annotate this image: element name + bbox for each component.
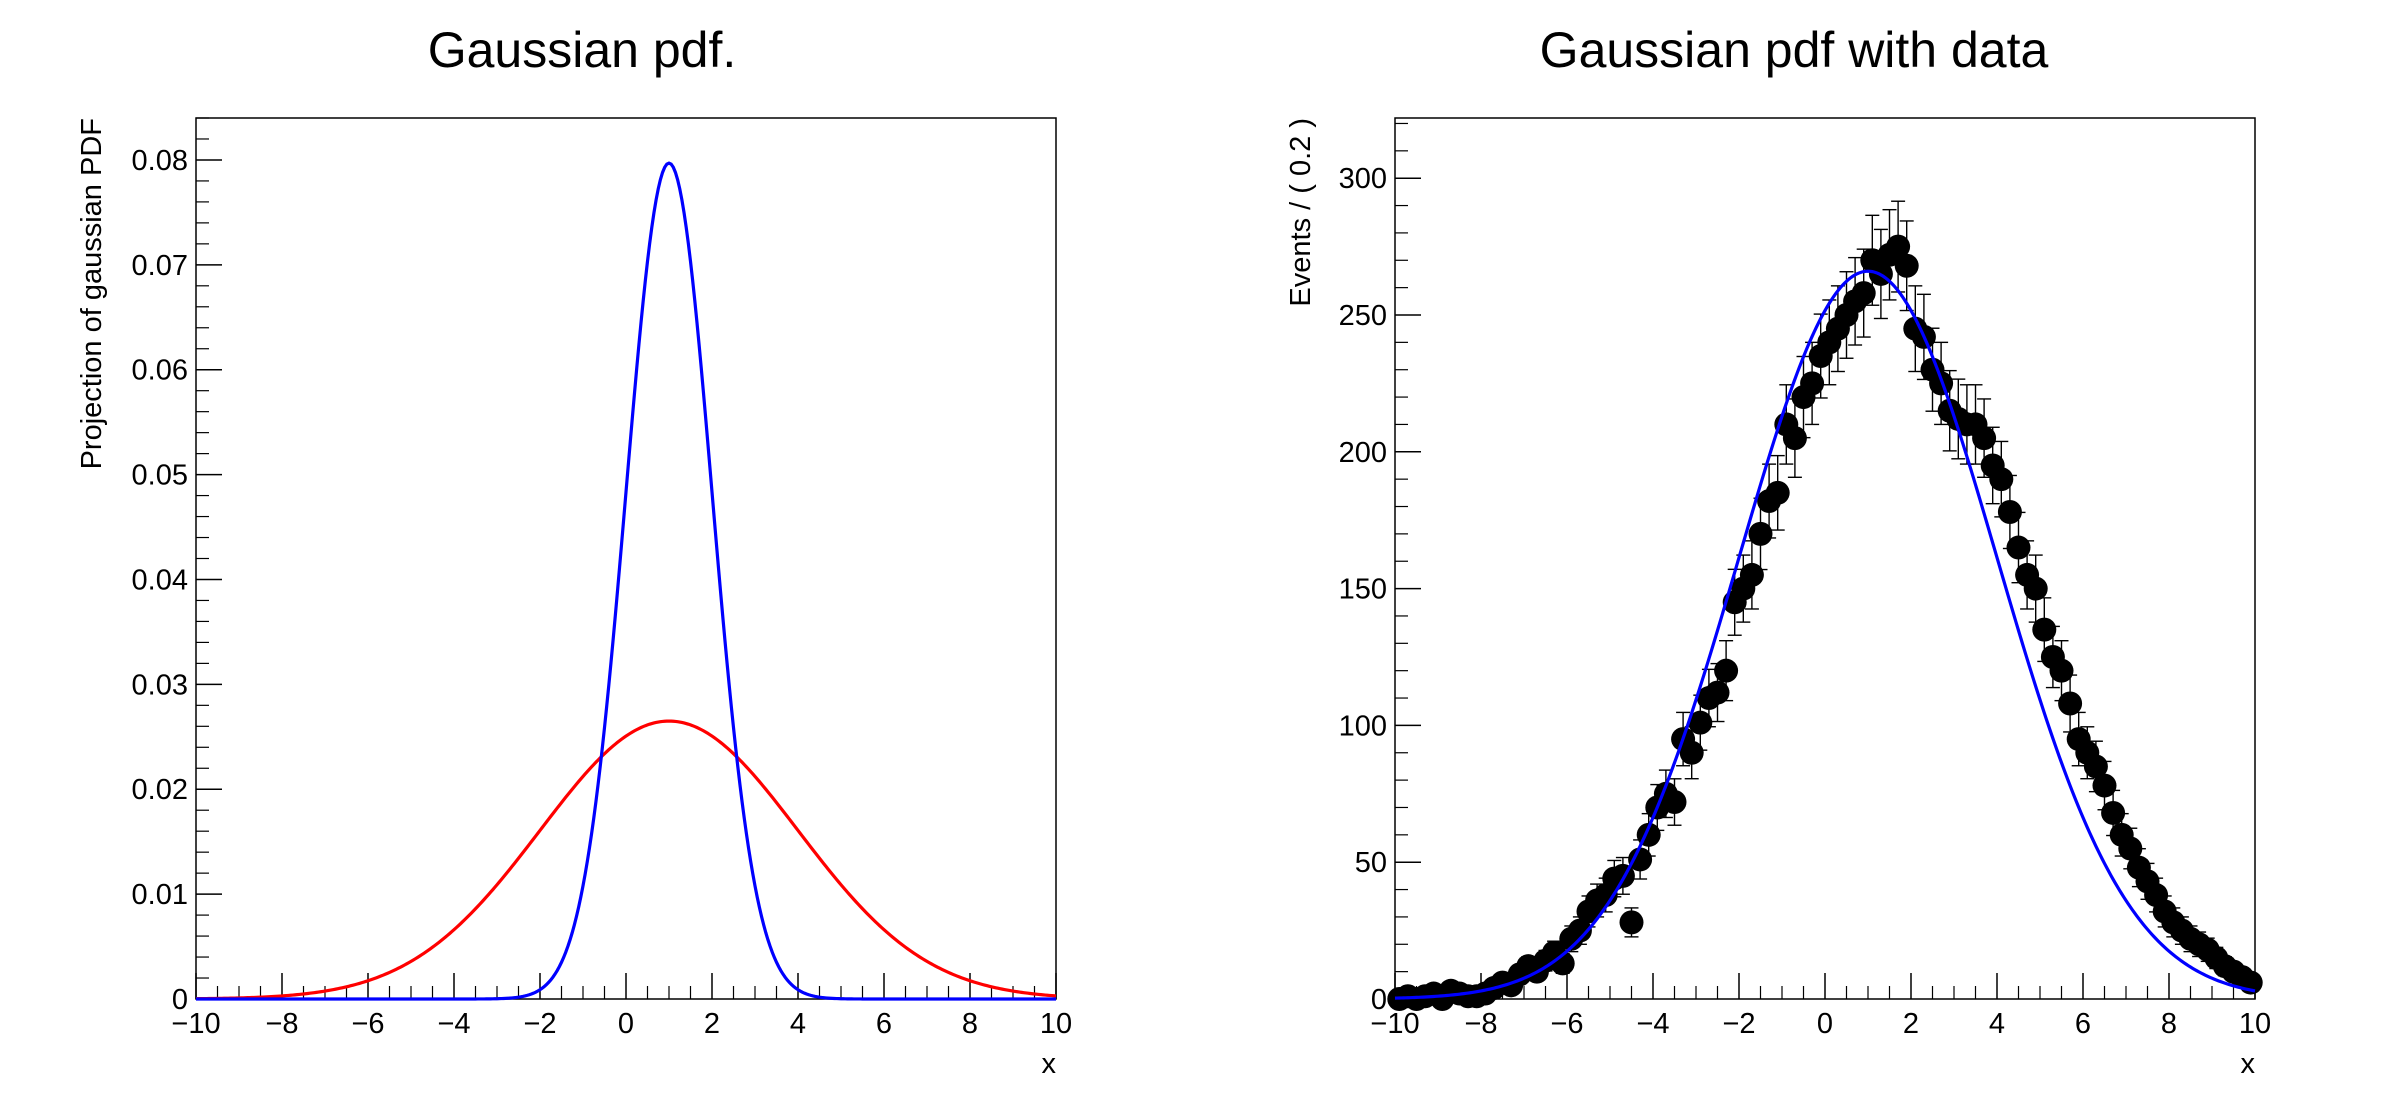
data-point — [1679, 740, 1704, 765]
left-x-tick-label: 10 — [1040, 1008, 1072, 1040]
left-series-layer — [195, 161, 1057, 1001]
right-x-tick-label: −2 — [1722, 1008, 1755, 1040]
right-x-tick-label: 0 — [1817, 1008, 1833, 1040]
right-x-tick-label: 4 — [1989, 1008, 2005, 1040]
right-y-tick-label: 100 — [1339, 710, 1387, 742]
left-series-line-1 — [196, 161, 1056, 1001]
right-chart-title: Gaussian pdf with data — [1540, 22, 2049, 78]
data-point — [2032, 617, 2057, 642]
data-point — [1886, 234, 1911, 259]
data-point — [2023, 576, 2048, 601]
left-x-tick-label: −4 — [437, 1008, 470, 1040]
left-x-axis-label: x — [1042, 1048, 1057, 1080]
left-x-tick-label: −10 — [171, 1008, 220, 1040]
left-x-tick-label: −6 — [351, 1008, 384, 1040]
left-x-tick-label: 4 — [790, 1008, 806, 1040]
right-x-tick-label: 10 — [2239, 1008, 2271, 1040]
data-point — [1851, 281, 1876, 306]
left-y-axis-label: Projection of gaussian PDF — [76, 118, 108, 469]
data-point — [2092, 773, 2117, 798]
right-y-tick-label: 250 — [1339, 300, 1387, 332]
data-point — [2101, 800, 2126, 825]
right-y-tick-label: 50 — [1355, 847, 1387, 879]
data-point — [1567, 918, 1592, 943]
left-x-tick-label: 6 — [876, 1008, 892, 1040]
data-point — [1800, 371, 1825, 396]
data-point — [1894, 253, 1919, 278]
left-axis-ticks: −10 −8 −6 −4 −2 0 2 4 6 8 10 0 0.01 0.02 0.03 0.04 0.05 0… — [132, 117, 1072, 1040]
left-y-tick-label: 0.06 — [132, 355, 188, 387]
left-chart-title: Gaussian pdf. — [428, 22, 737, 78]
data-point — [1972, 426, 1997, 451]
data-point — [1997, 499, 2022, 524]
data-point — [1748, 521, 1773, 546]
left-y-tick-label: 0.08 — [132, 145, 188, 177]
right-x-axis-label: x — [2241, 1048, 2256, 1080]
data-point — [2083, 754, 2108, 779]
right-panel: Gaussian pdf with data −10 −8 −6 −4 −2 0 2 4 6 8 1… — [1285, 22, 2271, 1080]
right-x-tick-label: −10 — [1370, 1008, 1419, 1040]
left-y-tick-label: 0.07 — [132, 250, 188, 282]
data-point — [1989, 467, 2014, 492]
left-y-tick-label: 0.05 — [132, 460, 188, 492]
data-point — [1705, 680, 1730, 705]
right-y-tick-label: 150 — [1339, 574, 1387, 606]
left-x-tick-label: 8 — [962, 1008, 978, 1040]
left-y-tick-label: 0.03 — [132, 669, 188, 701]
right-fit-layer — [1394, 269, 2256, 1000]
left-x-tick-label: 0 — [618, 1008, 634, 1040]
data-point — [1619, 910, 1644, 935]
right-x-tick-label: 8 — [2161, 1008, 2177, 1040]
left-x-tick-label: −8 — [265, 1008, 298, 1040]
data-point — [1628, 847, 1653, 872]
left-series-line-0 — [195, 719, 1057, 1001]
data-point — [1765, 480, 1790, 505]
data-point — [2049, 658, 2074, 683]
right-y-axis-label: Events / ( 0.2 ) — [1285, 118, 1317, 307]
left-y-tick-label: 0.04 — [132, 564, 188, 596]
data-point — [2118, 836, 2143, 861]
left-x-tick-label: 2 — [704, 1008, 720, 1040]
right-y-tick-label: 300 — [1339, 163, 1387, 195]
right-x-tick-label: 6 — [2075, 1008, 2091, 1040]
left-y-tick-label: 0.02 — [132, 774, 188, 806]
left-y-tick-label: 0.01 — [132, 879, 188, 911]
left-y-tick-label: 0 — [172, 984, 188, 1016]
data-point — [1662, 790, 1687, 815]
right-x-tick-label: 2 — [1903, 1008, 1919, 1040]
right-y-tick-label: 0 — [1371, 984, 1387, 1016]
data-point — [2058, 691, 2083, 716]
data-point — [1782, 426, 1807, 451]
right-plot-frame — [1394, 117, 2256, 1000]
right-y-tick-label: 200 — [1339, 437, 1387, 469]
right-fit-curve — [1394, 269, 2256, 1000]
left-x-tick-label: −2 — [523, 1008, 556, 1040]
right-x-tick-label: −8 — [1464, 1008, 1497, 1040]
data-point — [1714, 658, 1739, 683]
right-x-tick-label: −6 — [1550, 1008, 1583, 1040]
left-plot-frame — [195, 117, 1057, 1000]
left-panel: Gaussian pdf. −10 −8 −6 −4 −2 0 2 4 6 8 10 0 0.01 0.0… — [76, 22, 1072, 1080]
right-x-tick-label: −4 — [1636, 1008, 1669, 1040]
data-point — [1688, 710, 1713, 735]
data-point — [2006, 535, 2031, 560]
